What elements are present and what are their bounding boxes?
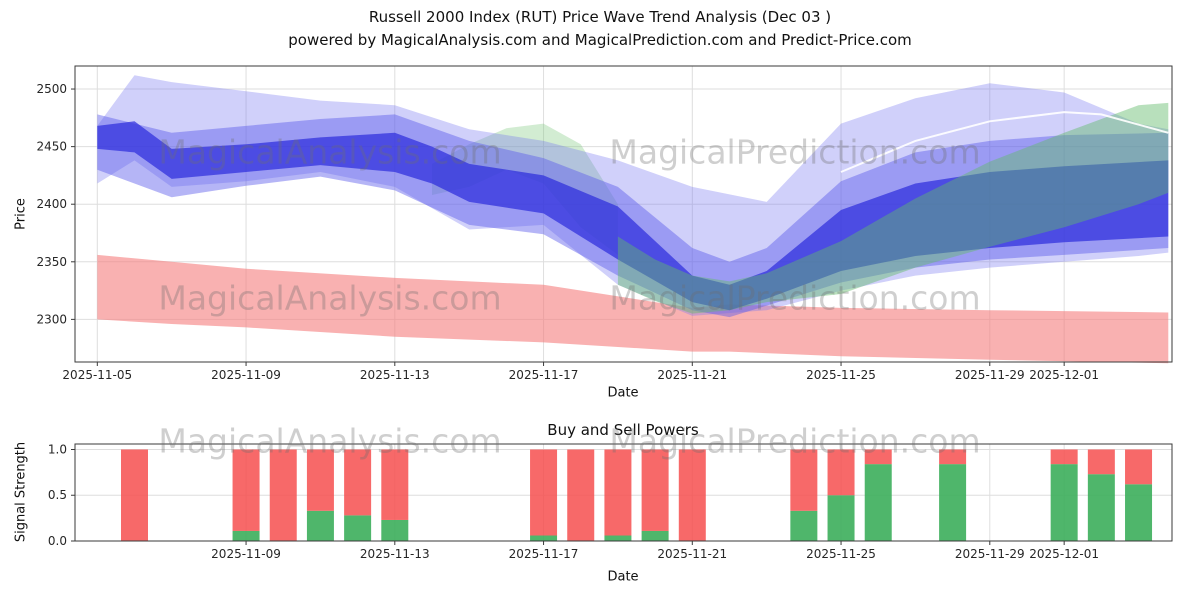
sell-bar-2025-11-13 xyxy=(381,449,409,520)
buy-bar-2025-11-11 xyxy=(306,510,334,541)
power-axes-frame xyxy=(74,443,1173,542)
price-ytick-label: 2500 xyxy=(36,82,67,96)
power-xtick-label: 2025-11-13 xyxy=(360,547,430,561)
price-xtick-label: 2025-11-25 xyxy=(806,368,876,382)
sell-bar-2025-11-18 xyxy=(567,449,595,541)
sell-bar-2025-12-01 xyxy=(1050,449,1078,465)
sell-bar-2025-11-17 xyxy=(530,449,558,536)
price-xtick-label: 2025-11-21 xyxy=(657,368,727,382)
sell-bar-2025-11-06 xyxy=(120,449,148,541)
band-lower-support-red xyxy=(97,254,1169,364)
sell-bar-2025-11-28 xyxy=(939,449,967,465)
price-x-axis-label: Date xyxy=(607,385,639,401)
sell-bar-2025-11-24 xyxy=(790,449,818,511)
price-ytick-label: 2450 xyxy=(36,140,67,154)
power-y-axis-label: Signal Strength xyxy=(13,441,29,543)
band-blue-core-wave xyxy=(97,121,1169,311)
buy-bar-2025-11-09 xyxy=(232,530,260,541)
buy-bar-2025-11-19 xyxy=(604,535,632,541)
price-xtick-label: 2025-11-29 xyxy=(955,368,1025,382)
buy-bar-2025-12-01 xyxy=(1050,464,1078,541)
power-x-axis-label: Date xyxy=(607,569,639,585)
sell-bar-2025-11-26 xyxy=(864,449,892,465)
power-xtick-label: 2025-11-09 xyxy=(211,547,281,561)
buy-bar-2025-11-12 xyxy=(344,515,372,541)
buy-bar-2025-11-20 xyxy=(641,530,669,541)
sell-bar-2025-12-02 xyxy=(1087,449,1115,475)
power-xtick-label: 2025-12-01 xyxy=(1029,547,1099,561)
price-axes-frame xyxy=(74,65,1173,363)
band-green-recovery-wave xyxy=(617,102,1169,314)
power-ytick-label: 1.0 xyxy=(48,442,67,456)
chart-subtitle: powered by MagicalAnalysis.com and Magic… xyxy=(288,31,912,49)
sell-bar-2025-11-21 xyxy=(678,449,706,541)
price-ytick-label: 2400 xyxy=(36,197,67,211)
line-white-forecast-line xyxy=(840,111,1169,173)
price-xtick-label: 2025-11-17 xyxy=(509,368,579,382)
sell-bar-2025-11-20 xyxy=(641,449,669,531)
price-xtick-label: 2025-12-01 xyxy=(1029,368,1099,382)
buy-bar-2025-11-26 xyxy=(864,464,892,541)
sell-bar-2025-11-11 xyxy=(306,449,334,511)
sell-bar-2025-11-25 xyxy=(827,449,855,496)
sell-bar-2025-11-12 xyxy=(344,449,372,516)
chart-title: Russell 2000 Index (RUT) Price Wave Tren… xyxy=(368,8,832,26)
price-xtick-label: 2025-11-05 xyxy=(62,368,132,382)
price-ytick-label: 2350 xyxy=(36,255,67,269)
price-ytick-label: 2300 xyxy=(36,312,67,326)
power-xtick-label: 2025-11-29 xyxy=(955,547,1025,561)
sell-bar-2025-11-10 xyxy=(269,449,297,541)
power-xtick-label: 2025-11-17 xyxy=(509,547,579,561)
price-xtick-label: 2025-11-13 xyxy=(360,368,430,382)
buy-bar-2025-11-17 xyxy=(530,535,558,541)
power-xtick-label: 2025-11-21 xyxy=(657,547,727,561)
buy-bar-2025-12-02 xyxy=(1087,474,1115,541)
power-ytick-label: 0.5 xyxy=(48,488,67,502)
sell-bar-2025-11-19 xyxy=(604,449,632,536)
buy-bar-2025-12-03 xyxy=(1125,484,1153,541)
power-xtick-label: 2025-11-25 xyxy=(806,547,876,561)
buy-bar-2025-11-28 xyxy=(939,464,967,541)
price-xtick-label: 2025-11-09 xyxy=(211,368,281,382)
price-y-axis-label: Price xyxy=(13,198,29,230)
band-green-early-wave xyxy=(432,123,618,255)
buy-bar-2025-11-24 xyxy=(790,510,818,541)
buy-bar-2025-11-25 xyxy=(827,495,855,541)
power-ytick-label: 0.0 xyxy=(48,534,67,548)
sell-bar-2025-11-09 xyxy=(232,449,260,531)
power-chart-title: Buy and Sell Powers xyxy=(547,421,699,439)
buy-bar-2025-11-13 xyxy=(381,519,409,541)
sell-bar-2025-12-03 xyxy=(1125,449,1153,485)
